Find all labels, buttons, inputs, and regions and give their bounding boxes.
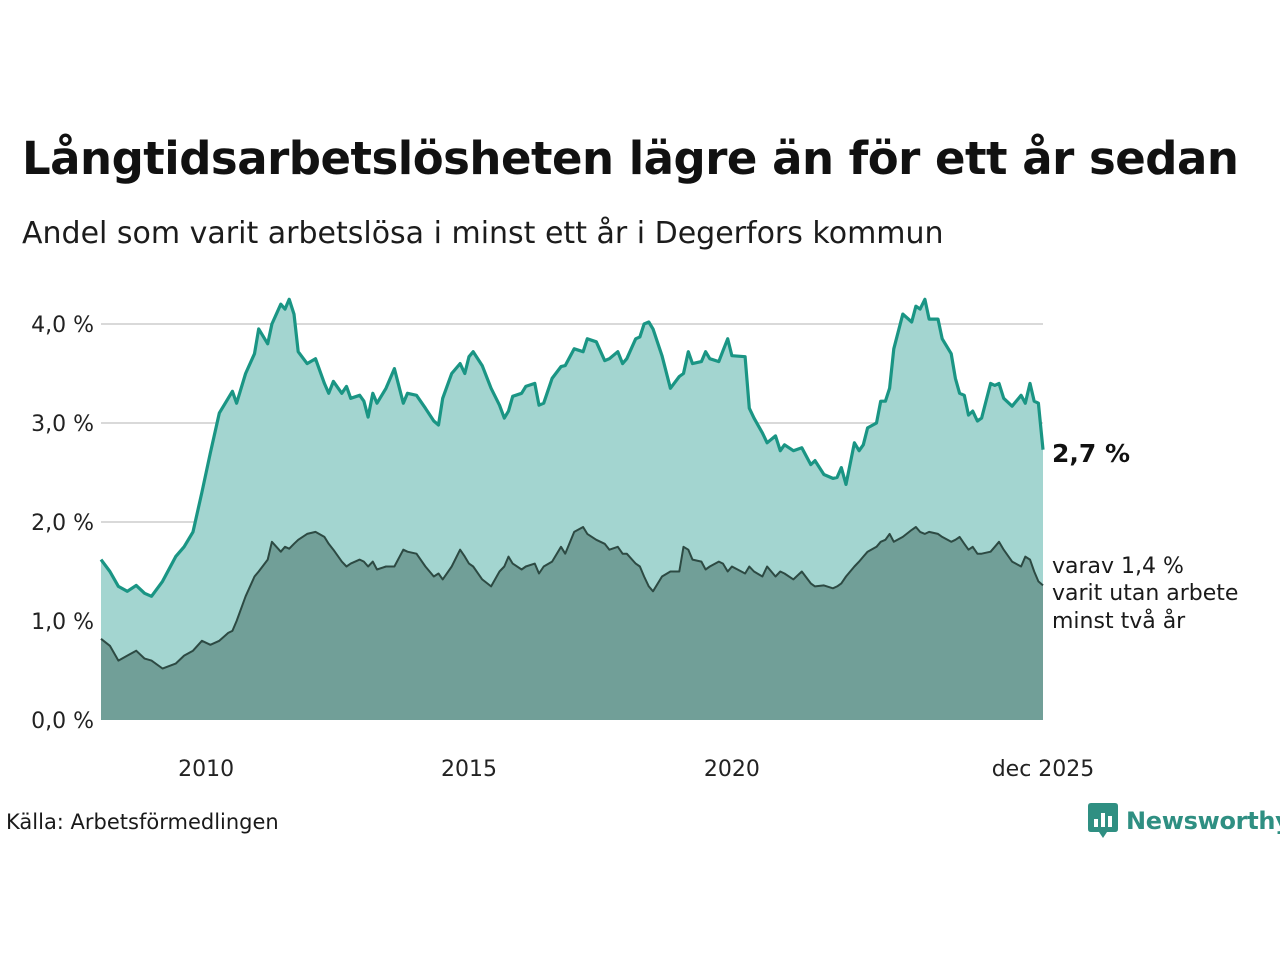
chart-subtitle: Andel som varit arbetslösa i minst ett å… — [22, 216, 944, 251]
sub-label-line-3: minst två år — [1052, 608, 1186, 634]
x-axis: 2010 2015 2020 dec 2025 — [178, 757, 1094, 782]
y-tick-label: 0,0 % — [31, 709, 94, 734]
y-tick-label: 4,0 % — [31, 313, 94, 338]
chart-title: Långtidsarbetslösheten lägre än för ett … — [22, 132, 1239, 185]
x-tick-label: 2010 — [178, 757, 234, 782]
y-axis: 0,0 % 1,0 % 2,0 % 3,0 % 4,0 % — [31, 313, 94, 734]
sub-label-line-1: varav 1,4 % — [1052, 554, 1184, 579]
brand-logo: Newsworthy — [1088, 803, 1280, 839]
y-tick-label: 3,0 % — [31, 412, 94, 437]
series-line-main — [99, 297, 1045, 598]
x-tick-label: 2020 — [704, 757, 760, 782]
sub-label-line-2: varit utan arbete — [1052, 581, 1238, 606]
series-line-sub — [100, 526, 1044, 670]
x-tick-label: dec 2025 — [992, 757, 1095, 782]
y-tick-label: 2,0 % — [31, 511, 94, 536]
source-note: Källa: Arbetsförmedlingen — [6, 810, 279, 834]
series-area-sub — [101, 527, 1043, 720]
newsworthy-logo-icon — [1088, 803, 1118, 838]
end-value-label: 2,7 % — [1052, 439, 1130, 468]
brand-name: Newsworthy — [1126, 807, 1280, 835]
x-tick-label: 2015 — [441, 757, 497, 782]
y-tick-label: 1,0 % — [31, 610, 94, 635]
